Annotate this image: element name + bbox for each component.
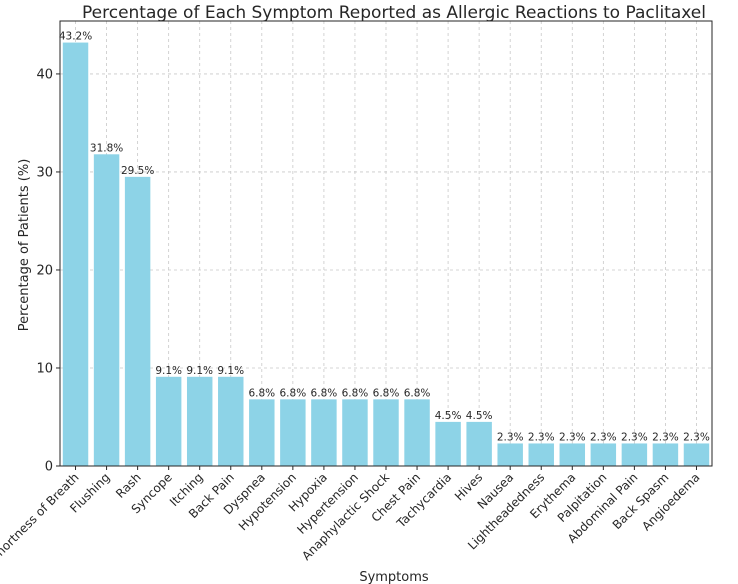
y-tick-label: 30 [36, 165, 53, 180]
bar [249, 399, 275, 466]
bar [652, 443, 679, 466]
y-axis-label: Percentage of Patients (%) [17, 159, 32, 332]
chart-title: Percentage of Each Symptom Reported as A… [82, 3, 706, 23]
bar-data-labels: 43.2% 31.8% 29.5% 9.1% 9.1% 9.1% 6.8% 6.8% 6.8% 6… [59, 31, 710, 444]
y-tick-label: 40 [36, 67, 53, 82]
x-tick-label: Shortness of Breath [0, 470, 82, 564]
bar-data-label: 4.5% [435, 410, 462, 422]
bar [466, 421, 492, 466]
y-tick-label: 0 [45, 460, 53, 475]
bar-data-label: 2.3% [590, 431, 617, 443]
plot-frame [59, 20, 713, 467]
y-tick-label: 10 [36, 361, 53, 376]
bar-data-label: 9.1% [186, 365, 213, 377]
y-axis-ticks: 0 10 20 30 40 [36, 67, 60, 475]
bar [218, 376, 244, 466]
bar-data-label: 9.1% [217, 365, 244, 377]
bar [404, 399, 430, 466]
bar [124, 176, 151, 466]
bar [311, 399, 337, 466]
bar-data-label: 2.3% [621, 431, 648, 443]
bar-data-label: 2.3% [652, 431, 679, 443]
x-axis-label: Symptoms [359, 570, 429, 584]
bar [528, 443, 554, 466]
bar-data-label: 2.3% [683, 431, 710, 443]
bar [621, 443, 648, 466]
bar [590, 443, 617, 466]
bar-data-label: 6.8% [342, 387, 369, 399]
bar-data-label: 29.5% [121, 165, 154, 177]
bar [62, 42, 89, 467]
bar-data-label: 6.8% [280, 387, 307, 399]
bar [93, 154, 120, 467]
bars [62, 42, 710, 467]
bar-data-label: 9.1% [155, 365, 182, 377]
bar [497, 443, 523, 466]
bar-data-label: 43.2% [59, 31, 92, 43]
bar [280, 399, 306, 466]
bar-data-label: 6.8% [373, 387, 400, 399]
bar [683, 443, 710, 466]
y-tick-label: 20 [36, 263, 53, 278]
bar-data-label: 2.3% [497, 431, 524, 443]
bar-data-label: 6.8% [311, 387, 338, 399]
bar [435, 421, 461, 466]
bar-data-label: 6.8% [248, 387, 275, 399]
bar [559, 443, 586, 466]
bar-data-label: 2.3% [528, 431, 555, 443]
bar-data-label: 2.3% [559, 431, 586, 443]
bar [342, 399, 368, 466]
bar-data-label: 6.8% [404, 387, 431, 399]
bar [373, 399, 399, 466]
bar [155, 376, 182, 466]
bar-data-label: 4.5% [466, 410, 493, 422]
bar-data-label: 31.8% [90, 142, 123, 154]
bar [186, 376, 213, 466]
